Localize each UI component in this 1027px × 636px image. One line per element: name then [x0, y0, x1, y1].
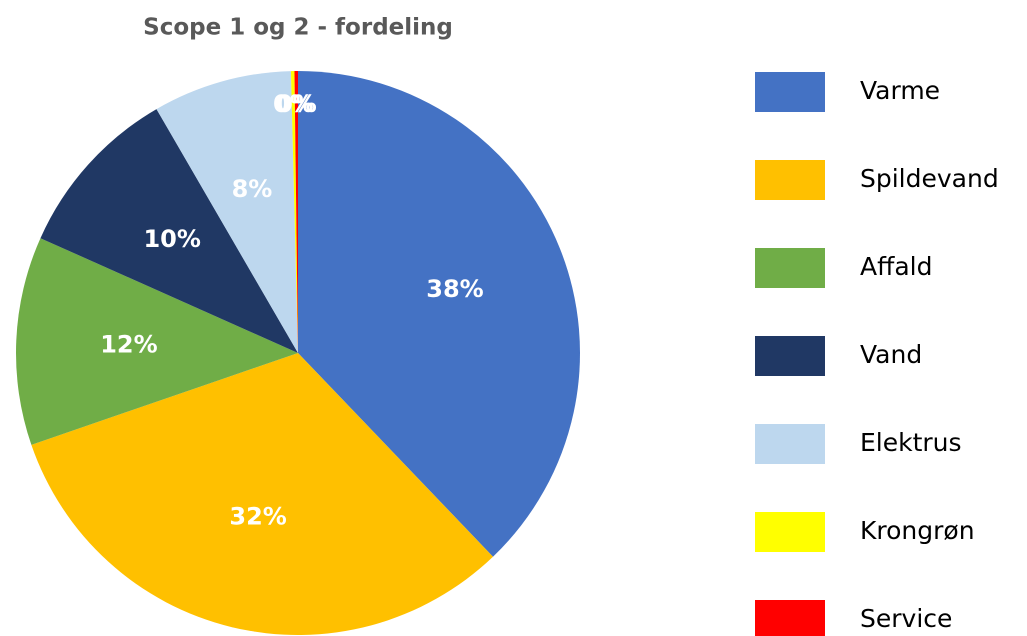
legend-label: Spildevand — [860, 164, 999, 193]
legend-swatch — [755, 336, 825, 376]
legend-label: Affald — [860, 252, 932, 281]
data-label: 0% — [273, 90, 314, 118]
data-label: 12% — [100, 331, 157, 359]
pie-slice — [298, 71, 580, 557]
data-label: 10% — [143, 225, 200, 253]
data-label: 0% — [276, 90, 317, 118]
legend-label: Service — [860, 604, 952, 633]
legend-swatch — [755, 72, 825, 112]
pie-slice — [294, 71, 298, 353]
legend-label: Krongrøn — [860, 516, 975, 545]
pie-slice — [156, 71, 298, 353]
data-label: 38% — [426, 275, 483, 303]
data-label: 32% — [229, 502, 286, 530]
legend-swatch — [755, 600, 825, 636]
pie-slice — [16, 238, 299, 445]
legend-swatch — [755, 160, 825, 200]
legend-label: Vand — [860, 340, 922, 369]
legend-swatch — [755, 248, 825, 288]
legend-label: Varme — [860, 76, 940, 105]
legend-swatch — [755, 424, 825, 464]
chart-title: Scope 1 og 2 - fordeling — [143, 15, 453, 41]
pie-slice — [31, 353, 493, 635]
data-label: 8% — [232, 175, 273, 203]
pie-slice — [40, 109, 298, 353]
pie-slice — [290, 71, 298, 353]
legend-swatch — [755, 512, 825, 552]
legend-label: Elektrus — [860, 428, 962, 457]
